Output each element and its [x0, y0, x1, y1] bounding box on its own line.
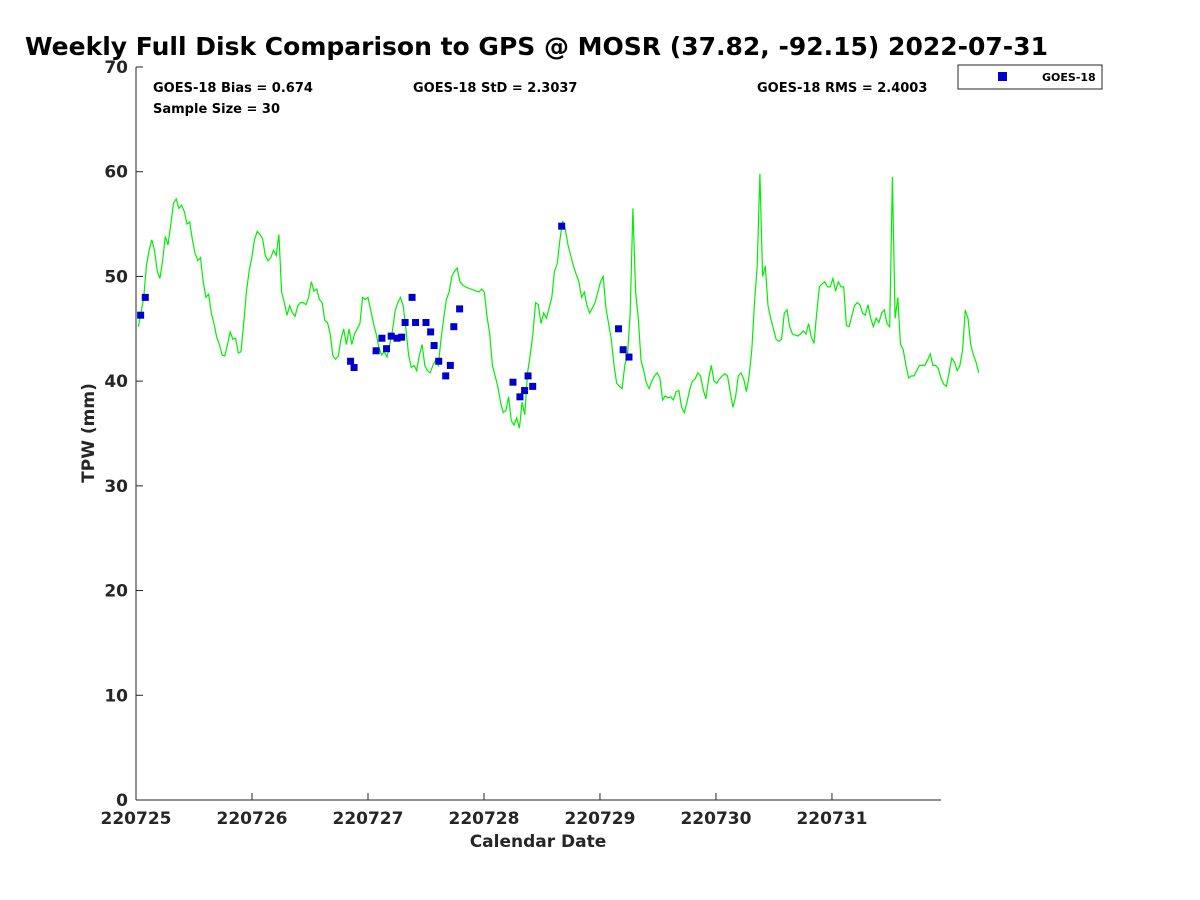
goes-18-point — [450, 323, 458, 331]
goes-18-point — [401, 319, 409, 327]
goes-18-point — [372, 347, 380, 355]
goes-18-point — [350, 364, 358, 372]
rms-stat: GOES-18 RMS = 2.4003 — [757, 81, 927, 96]
goes-18-point — [446, 361, 454, 369]
y-tick-label: 70 — [104, 58, 128, 78]
y-axis-ticks: 0 10 20 30 40 50 60 70 — [104, 58, 143, 811]
goes-18-point — [456, 305, 464, 313]
y-tick-label: 50 — [104, 267, 128, 287]
y-tick-label: 20 — [104, 582, 128, 602]
y-tick-label: 60 — [104, 163, 128, 183]
legend-box — [957, 64, 1103, 90]
goes-18-point — [430, 342, 438, 350]
goes-series-layer — [137, 222, 633, 401]
goes-18-point — [141, 293, 149, 301]
y-tick-label: 40 — [104, 372, 128, 392]
goes-18-point — [398, 333, 406, 341]
x-tick-label: 220725 — [101, 809, 172, 829]
goes-18-point — [521, 387, 529, 395]
goes-18-point — [619, 346, 627, 354]
goes-18-point — [378, 334, 386, 342]
goes-18-point — [393, 334, 401, 342]
goes-18-point — [529, 382, 537, 390]
y-tick-label: 10 — [104, 686, 128, 706]
x-tick-label: 220729 — [564, 809, 635, 829]
goes-18-point — [427, 328, 435, 336]
sample-size-stat: Sample Size = 30 — [153, 102, 280, 117]
y-axis-label: TPW (mm) — [79, 383, 99, 483]
x-tick-label: 220727 — [332, 809, 403, 829]
legend-marker-goes-18 — [998, 72, 1007, 81]
goes-18-point — [442, 372, 450, 380]
y-tick-label: 30 — [104, 477, 128, 497]
gps-series-layer — [137, 173, 980, 429]
goes-18-point — [387, 332, 395, 340]
goes-18-point — [524, 372, 532, 380]
plot-area: 0 10 20 30 40 50 60 70 220725 220726 220727 220728… — [101, 58, 980, 829]
x-tick-label: 220726 — [217, 809, 288, 829]
bias-stat: GOES-18 Bias = 0.674 — [153, 81, 313, 96]
goes-18-point — [383, 345, 391, 353]
goes-18-point — [408, 293, 416, 301]
x-tick-label: 220731 — [796, 809, 867, 829]
y-tick-label: 0 — [116, 791, 128, 811]
std-stat: GOES-18 StD = 2.3037 — [413, 81, 577, 96]
goes-18-point — [615, 325, 623, 333]
legend-label-goes-18: GOES-18 — [1042, 71, 1096, 84]
x-axis-ticks: 220725 220726 220727 220728 220729 220730 2207… — [101, 793, 867, 829]
legend: GOES-18 — [957, 64, 1103, 90]
x-tick-label: 220728 — [448, 809, 519, 829]
x-tick-label: 220730 — [680, 809, 751, 829]
goes-18-point — [412, 319, 420, 327]
goes-18-point — [435, 357, 443, 365]
chart-title: Weekly Full Disk Comparison to GPS @ MOS… — [25, 32, 1048, 61]
goes-18-point — [347, 357, 355, 365]
gps-series-line — [137, 173, 980, 429]
goes-18-point — [516, 393, 524, 401]
goes-18-point — [422, 319, 430, 327]
goes-18-point — [625, 353, 633, 361]
goes-18-point — [509, 378, 517, 386]
goes-18-point — [558, 222, 566, 230]
x-axis-label: Calendar Date — [470, 832, 607, 852]
goes-18-point — [137, 311, 145, 319]
